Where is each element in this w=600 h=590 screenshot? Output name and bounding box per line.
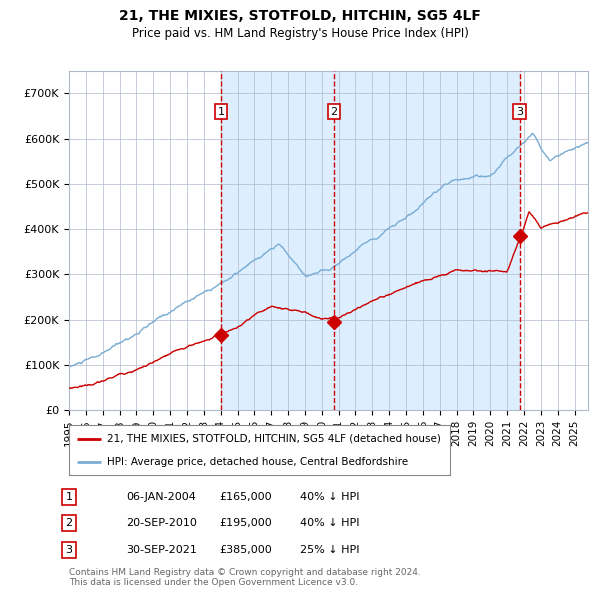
Text: 40% ↓ HPI: 40% ↓ HPI bbox=[300, 519, 359, 528]
Text: 25% ↓ HPI: 25% ↓ HPI bbox=[300, 545, 359, 555]
Text: Price paid vs. HM Land Registry's House Price Index (HPI): Price paid vs. HM Land Registry's House … bbox=[131, 27, 469, 40]
Text: £195,000: £195,000 bbox=[219, 519, 272, 528]
Bar bbox=[221, 71, 520, 410]
Text: 2: 2 bbox=[331, 107, 337, 116]
Text: 1: 1 bbox=[217, 107, 224, 116]
Text: 21, THE MIXIES, STOTFOLD, HITCHIN, SG5 4LF (detached house): 21, THE MIXIES, STOTFOLD, HITCHIN, SG5 4… bbox=[107, 434, 441, 444]
Text: £385,000: £385,000 bbox=[219, 545, 272, 555]
Text: £165,000: £165,000 bbox=[219, 492, 272, 502]
Text: 2: 2 bbox=[65, 519, 73, 528]
Text: 3: 3 bbox=[516, 107, 523, 116]
Text: 1: 1 bbox=[65, 492, 73, 502]
Text: Contains HM Land Registry data © Crown copyright and database right 2024.
This d: Contains HM Land Registry data © Crown c… bbox=[69, 568, 421, 587]
Text: HPI: Average price, detached house, Central Bedfordshire: HPI: Average price, detached house, Cent… bbox=[107, 457, 408, 467]
Text: 40% ↓ HPI: 40% ↓ HPI bbox=[300, 492, 359, 502]
Text: 3: 3 bbox=[65, 545, 73, 555]
Text: 06-JAN-2004: 06-JAN-2004 bbox=[126, 492, 196, 502]
Text: 20-SEP-2010: 20-SEP-2010 bbox=[126, 519, 197, 528]
Text: 30-SEP-2021: 30-SEP-2021 bbox=[126, 545, 197, 555]
Text: 21, THE MIXIES, STOTFOLD, HITCHIN, SG5 4LF: 21, THE MIXIES, STOTFOLD, HITCHIN, SG5 4… bbox=[119, 9, 481, 23]
